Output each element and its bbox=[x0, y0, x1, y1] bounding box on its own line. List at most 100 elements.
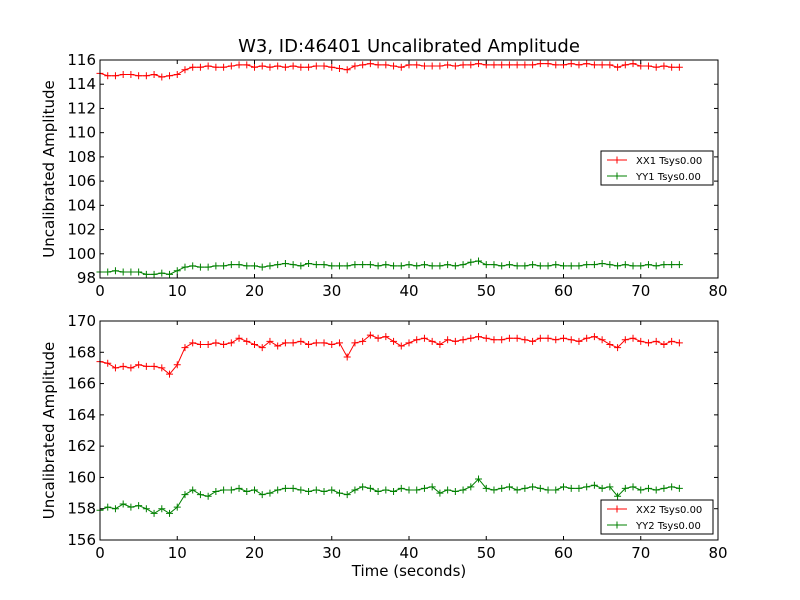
legend-label: XX2 Tsys0.00 bbox=[636, 505, 702, 516]
data-point bbox=[436, 489, 444, 497]
data-point bbox=[173, 361, 181, 369]
data-point bbox=[235, 61, 243, 69]
x-tick-label: 10 bbox=[168, 282, 187, 300]
data-point bbox=[297, 63, 305, 71]
data-point bbox=[359, 261, 367, 269]
data-point bbox=[335, 339, 343, 347]
x-tick-label: 80 bbox=[708, 544, 727, 562]
data-point bbox=[196, 263, 204, 271]
data-point bbox=[482, 484, 490, 492]
data-point bbox=[158, 73, 166, 81]
data-point bbox=[351, 261, 359, 269]
data-point bbox=[142, 270, 150, 278]
data-point bbox=[351, 339, 359, 347]
data-point bbox=[351, 486, 359, 494]
data-point bbox=[111, 505, 119, 513]
data-point bbox=[189, 339, 197, 347]
data-point bbox=[343, 66, 351, 74]
data-point bbox=[660, 62, 668, 70]
data-point bbox=[490, 336, 498, 344]
data-point bbox=[397, 342, 405, 350]
data-point bbox=[119, 71, 127, 79]
data-point bbox=[111, 72, 119, 80]
y-tick-label: 170 bbox=[67, 312, 96, 330]
data-point bbox=[104, 503, 112, 511]
data-point bbox=[297, 262, 305, 270]
data-point bbox=[366, 484, 374, 492]
data-point bbox=[212, 63, 220, 71]
x-tick-label: 0 bbox=[95, 282, 105, 300]
y-tick-label: 158 bbox=[67, 500, 96, 518]
data-point bbox=[281, 63, 289, 71]
data-point bbox=[251, 262, 258, 270]
data-point bbox=[127, 71, 135, 79]
data-point bbox=[598, 484, 606, 492]
data-point bbox=[490, 486, 498, 494]
data-point bbox=[621, 484, 629, 492]
data-point bbox=[220, 340, 228, 348]
x-tick-label: 30 bbox=[322, 544, 341, 562]
data-point bbox=[166, 509, 174, 517]
data-point bbox=[482, 261, 490, 269]
data-point bbox=[598, 259, 606, 267]
data-point bbox=[513, 61, 521, 69]
data-point bbox=[289, 261, 297, 269]
data-point bbox=[220, 262, 228, 270]
data-point bbox=[312, 62, 320, 70]
data-point bbox=[374, 488, 382, 496]
chart-title: W3, ID:46401 Uncalibrated Amplitude bbox=[238, 36, 580, 57]
x-tick-label: 0 bbox=[95, 544, 105, 562]
data-point bbox=[428, 262, 436, 270]
data-point bbox=[675, 261, 683, 269]
data-point bbox=[243, 337, 251, 345]
x-tick-label: 80 bbox=[708, 282, 727, 300]
legend-label: YY2 Tsys0.00 bbox=[635, 521, 701, 532]
data-point bbox=[111, 364, 119, 372]
legend-item: XX1 Tsys0.00 bbox=[607, 156, 702, 167]
data-point bbox=[274, 342, 282, 350]
data-point bbox=[335, 262, 343, 270]
data-point bbox=[397, 262, 405, 270]
data-point bbox=[590, 61, 598, 69]
data-point bbox=[343, 491, 351, 499]
x-tick-label: 20 bbox=[245, 282, 264, 300]
data-point bbox=[366, 261, 374, 269]
data-point bbox=[513, 334, 521, 342]
x-tick-label: 50 bbox=[477, 544, 496, 562]
data-point bbox=[413, 336, 421, 344]
data-point bbox=[644, 261, 652, 269]
data-point bbox=[428, 337, 436, 345]
data-point bbox=[660, 340, 668, 348]
data-point bbox=[150, 270, 158, 278]
data-point bbox=[243, 262, 251, 270]
data-point bbox=[227, 261, 235, 269]
data-point bbox=[660, 261, 668, 269]
data-point bbox=[405, 261, 413, 269]
data-point bbox=[552, 486, 560, 494]
y-tick-label: 168 bbox=[67, 343, 96, 361]
data-point bbox=[127, 503, 135, 511]
data-point bbox=[320, 488, 328, 496]
data-point bbox=[521, 484, 529, 492]
data-point bbox=[274, 261, 282, 269]
y-tick-label: 102 bbox=[67, 221, 96, 239]
data-point bbox=[490, 261, 498, 269]
data-point bbox=[305, 259, 313, 267]
series-yy2 bbox=[96, 475, 683, 517]
y-tick-label: 160 bbox=[67, 468, 96, 486]
data-point bbox=[598, 61, 606, 69]
data-point bbox=[652, 262, 660, 270]
legend-item: YY1 Tsys0.00 bbox=[607, 172, 701, 183]
data-point bbox=[374, 262, 382, 270]
data-point bbox=[196, 491, 204, 499]
data-point bbox=[204, 62, 212, 70]
data-point bbox=[166, 270, 174, 278]
series-line bbox=[100, 260, 680, 275]
data-point bbox=[590, 333, 598, 341]
data-point bbox=[312, 261, 320, 269]
data-point bbox=[467, 483, 475, 491]
data-point bbox=[382, 333, 390, 341]
legend-item: XX2 Tsys0.00 bbox=[607, 505, 702, 516]
data-point bbox=[444, 336, 452, 344]
data-point bbox=[621, 336, 629, 344]
